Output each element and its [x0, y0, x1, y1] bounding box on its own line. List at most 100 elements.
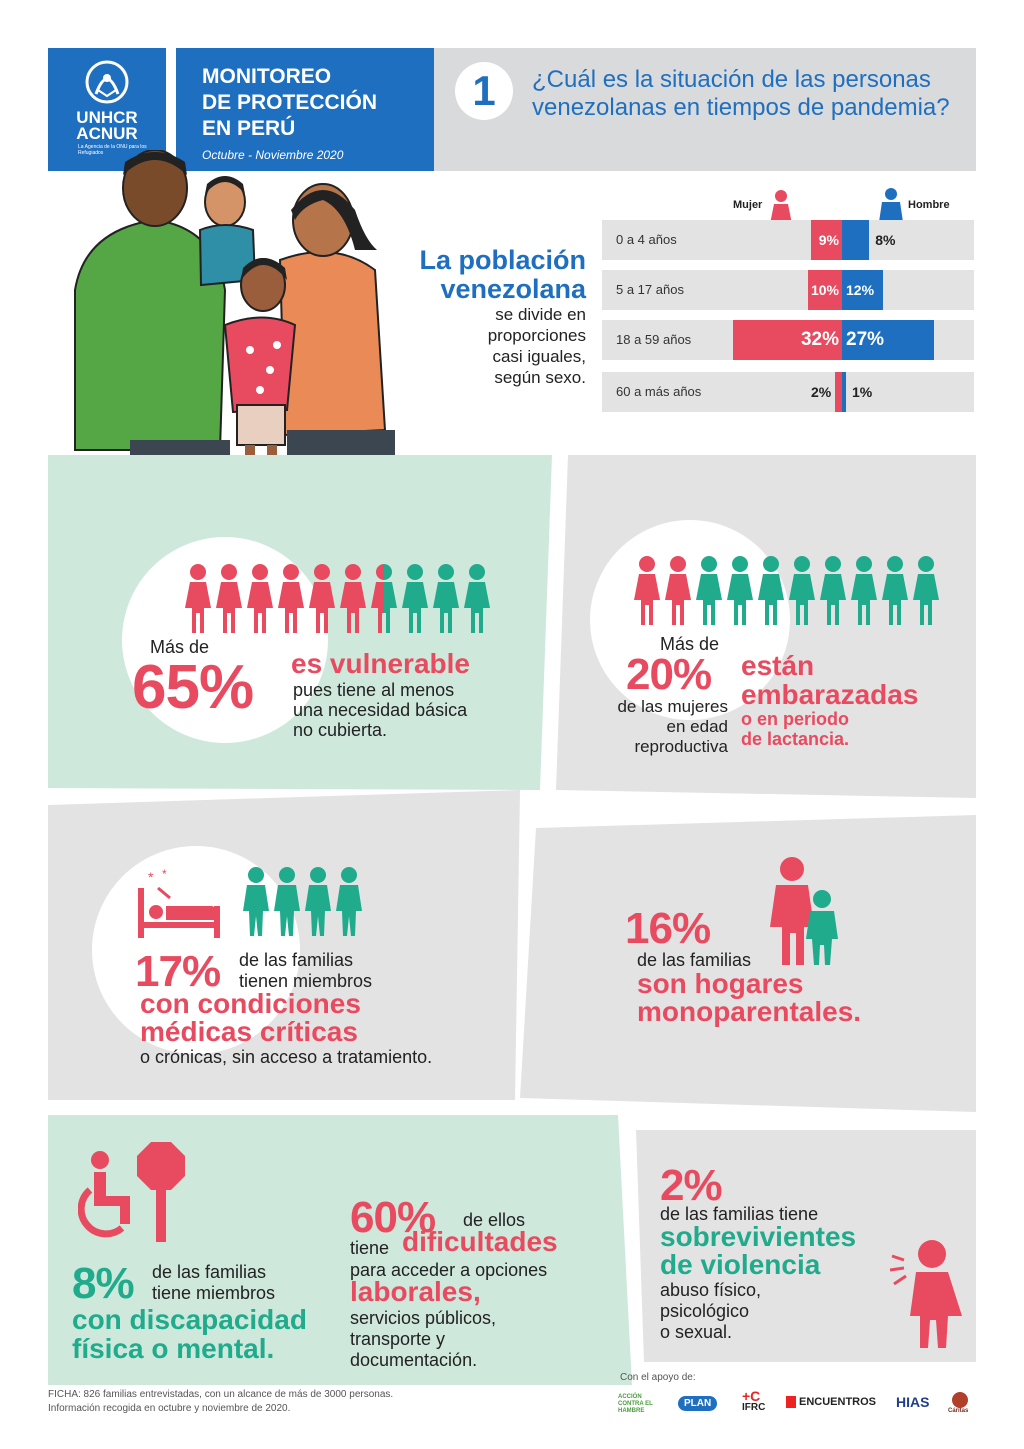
woman-icon	[402, 564, 428, 633]
footer-note-2: Información recogida en octubre y noviem…	[48, 1403, 291, 1414]
pregnant-line-3: reproductiva	[634, 737, 728, 756]
vulnerable-line-3: no cubierta.	[293, 720, 388, 740]
person-icon	[274, 867, 300, 936]
disability-headline-2: física o mental.	[72, 1333, 275, 1364]
disability-value: 8%	[72, 1259, 135, 1308]
person-icon	[305, 867, 331, 936]
female-bar	[835, 372, 842, 412]
labor-line-3: servicios públicos,	[350, 1308, 497, 1328]
medical-value: 17%	[135, 947, 221, 996]
population-desc-line-3: casi iguales,	[492, 347, 586, 366]
org-name: UNHCR	[76, 108, 138, 127]
woman-icon	[464, 564, 490, 633]
woman-icon	[247, 564, 273, 633]
single-parent-headline-2: monoparentales.	[637, 996, 862, 1027]
title-line-3: EN PERÚ	[202, 117, 296, 140]
disability-headline-1: con discapacidad	[72, 1304, 307, 1335]
labor-line-4: transporte y	[350, 1329, 446, 1349]
woman-icon	[665, 556, 691, 625]
violence-line-2: abuso físico,	[660, 1280, 762, 1300]
labor-headline-2: laborales,	[350, 1276, 481, 1307]
medical-headline-1: con condiciones	[140, 988, 361, 1019]
age-row: 18 a 59 años 32% 27%	[602, 320, 974, 360]
partner-logo-encuentros: ENCUENTROS	[786, 1396, 876, 1408]
vulnerable-line-1: pues tiene al menos	[293, 680, 455, 700]
woman-icon	[371, 564, 397, 633]
report-date: Octubre - Noviembre 2020	[202, 148, 344, 162]
female-value: 2%	[810, 384, 832, 400]
caritas-flame-icon	[952, 1392, 968, 1408]
female-bar	[811, 220, 842, 260]
partner-logo-ifrc: IFRC	[742, 1402, 766, 1413]
age-row: 60 a más años 2% 1%	[602, 372, 974, 412]
vulnerable-headline: es vulnerable	[291, 648, 470, 679]
labor-suffix: de ellos	[463, 1210, 526, 1230]
violence-headline-1: sobrevivientes	[660, 1221, 857, 1252]
pregnant-sub-1: o en periodo	[741, 709, 849, 729]
partner-logo-hias: HIAS	[896, 1394, 930, 1410]
footer-note-1: FICHA: 826 familias entrevistadas, con u…	[48, 1389, 394, 1400]
vulnerable-people-row	[184, 563, 494, 638]
single-parent-icon	[770, 857, 838, 965]
woman-icon	[309, 564, 335, 633]
woman-icon	[634, 556, 660, 625]
labor-line-2: para acceder a opciones	[350, 1260, 548, 1280]
population-desc-line-2: proporciones	[487, 326, 586, 345]
female-bar	[733, 320, 842, 360]
male-bar	[842, 320, 934, 360]
pregnant-line-1: de las mujeres	[617, 697, 728, 716]
woman-icon	[851, 556, 877, 625]
woman-icon	[216, 564, 242, 633]
violence-line-3: psicológico	[660, 1301, 750, 1321]
age-group-label: 60 a más años	[616, 384, 702, 399]
sick-bed-icon: * *	[138, 868, 220, 938]
report-title-block: MONITOREO DE PROTECCIÓN EN PERÚ Octubre …	[176, 48, 434, 171]
age-group-label: 18 a 59 años	[616, 332, 692, 347]
population-desc-line-4: según sexo.	[494, 368, 586, 387]
woman-icon	[913, 556, 939, 625]
male-bar	[842, 270, 883, 310]
female-value: 9%	[818, 232, 839, 248]
population-title-line-2: venezolana	[440, 274, 586, 304]
stop-sign-icon	[137, 1142, 185, 1242]
single-parent-headline-1: son hogares	[637, 968, 804, 999]
pregnant-line-2: en edad	[666, 717, 728, 736]
labor-line-5: documentación.	[350, 1350, 478, 1370]
male-value: 12%	[846, 282, 875, 298]
woman-icon	[820, 556, 846, 625]
distressed-woman-icon	[890, 1240, 962, 1348]
violence-headline-2: de violencia	[660, 1249, 821, 1280]
org-name-es: ACNUR	[76, 124, 138, 143]
violence-line-1: de las familias tiene	[660, 1204, 819, 1224]
title-line-1: MONITOREO	[202, 65, 332, 88]
wheelchair-icon	[78, 1151, 130, 1238]
family-illustration	[74, 150, 395, 485]
question-text: ¿Cuál es la situación de las personas ve…	[532, 66, 950, 121]
vulnerable-prefix: Más de	[150, 637, 210, 657]
org-tagline: La Agencia de la ONU para los Refugiados	[78, 144, 147, 156]
disability-line-2: tiene miembros	[152, 1283, 276, 1303]
population-title: La población venezolana	[390, 246, 586, 304]
violence-line-4: o sexual.	[660, 1322, 733, 1342]
red-cross-icon: +C	[742, 1388, 761, 1404]
disability-line-1: de las familias	[152, 1262, 267, 1282]
vulnerable-value: 65%	[132, 653, 254, 722]
male-bar	[842, 372, 846, 412]
population-title-line-1: La población	[419, 245, 586, 275]
partner-logos: ACCIÓN CONTRA EL HAMBRE PLAN IFRC +C ENC…	[618, 1388, 978, 1422]
svg-text:*: *	[162, 868, 167, 881]
age-group-label: 0 a 4 años	[616, 232, 677, 247]
question-banner	[434, 48, 976, 171]
family-members-icons	[242, 866, 366, 941]
male-value: 27%	[846, 329, 885, 350]
female-bar	[808, 270, 842, 310]
pregnant-prefix: Más de	[660, 634, 720, 654]
medical-tail: o crónicas, sin acceso a tratamiento.	[140, 1047, 433, 1067]
pregnant-people-row	[633, 555, 943, 630]
female-value: 32%	[800, 329, 839, 350]
pregnant-headline-2: embarazadas	[741, 679, 919, 710]
woman-icon	[727, 556, 753, 625]
title-line-2: DE PROTECCIÓN	[202, 91, 378, 114]
partner-logo-caritas: Cáritas	[948, 1408, 969, 1414]
